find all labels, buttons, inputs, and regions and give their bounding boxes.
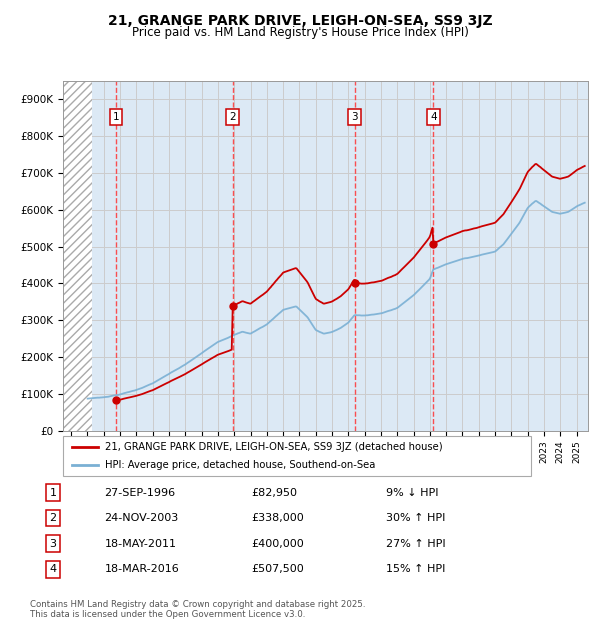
Text: 2: 2 bbox=[50, 513, 57, 523]
Text: 27-SEP-1996: 27-SEP-1996 bbox=[104, 488, 176, 498]
Text: 1: 1 bbox=[50, 488, 56, 498]
Text: 18-MAY-2011: 18-MAY-2011 bbox=[104, 539, 176, 549]
Text: 1: 1 bbox=[113, 112, 119, 122]
Bar bbox=[63, 81, 92, 431]
Text: Price paid vs. HM Land Registry's House Price Index (HPI): Price paid vs. HM Land Registry's House … bbox=[131, 26, 469, 39]
Text: 21, GRANGE PARK DRIVE, LEIGH-ON-SEA, SS9 3JZ (detached house): 21, GRANGE PARK DRIVE, LEIGH-ON-SEA, SS9… bbox=[105, 441, 443, 452]
Text: 9% ↓ HPI: 9% ↓ HPI bbox=[386, 488, 439, 498]
Text: HPI: Average price, detached house, Southend-on-Sea: HPI: Average price, detached house, Sout… bbox=[105, 460, 376, 471]
Text: 3: 3 bbox=[351, 112, 358, 122]
Text: £338,000: £338,000 bbox=[251, 513, 304, 523]
Text: 24-NOV-2003: 24-NOV-2003 bbox=[104, 513, 179, 523]
Text: 21, GRANGE PARK DRIVE, LEIGH-ON-SEA, SS9 3JZ: 21, GRANGE PARK DRIVE, LEIGH-ON-SEA, SS9… bbox=[107, 14, 493, 28]
Text: 18-MAR-2016: 18-MAR-2016 bbox=[104, 564, 179, 574]
Text: 27% ↑ HPI: 27% ↑ HPI bbox=[386, 539, 446, 549]
Text: 30% ↑ HPI: 30% ↑ HPI bbox=[386, 513, 445, 523]
Text: 2: 2 bbox=[229, 112, 236, 122]
Text: 15% ↑ HPI: 15% ↑ HPI bbox=[386, 564, 445, 574]
Text: 4: 4 bbox=[430, 112, 437, 122]
Text: £507,500: £507,500 bbox=[251, 564, 304, 574]
FancyBboxPatch shape bbox=[63, 436, 531, 476]
Text: Contains HM Land Registry data © Crown copyright and database right 2025.
This d: Contains HM Land Registry data © Crown c… bbox=[30, 600, 365, 619]
Text: 4: 4 bbox=[50, 564, 57, 574]
Text: 3: 3 bbox=[50, 539, 56, 549]
Text: £400,000: £400,000 bbox=[251, 539, 304, 549]
Text: £82,950: £82,950 bbox=[251, 488, 297, 498]
